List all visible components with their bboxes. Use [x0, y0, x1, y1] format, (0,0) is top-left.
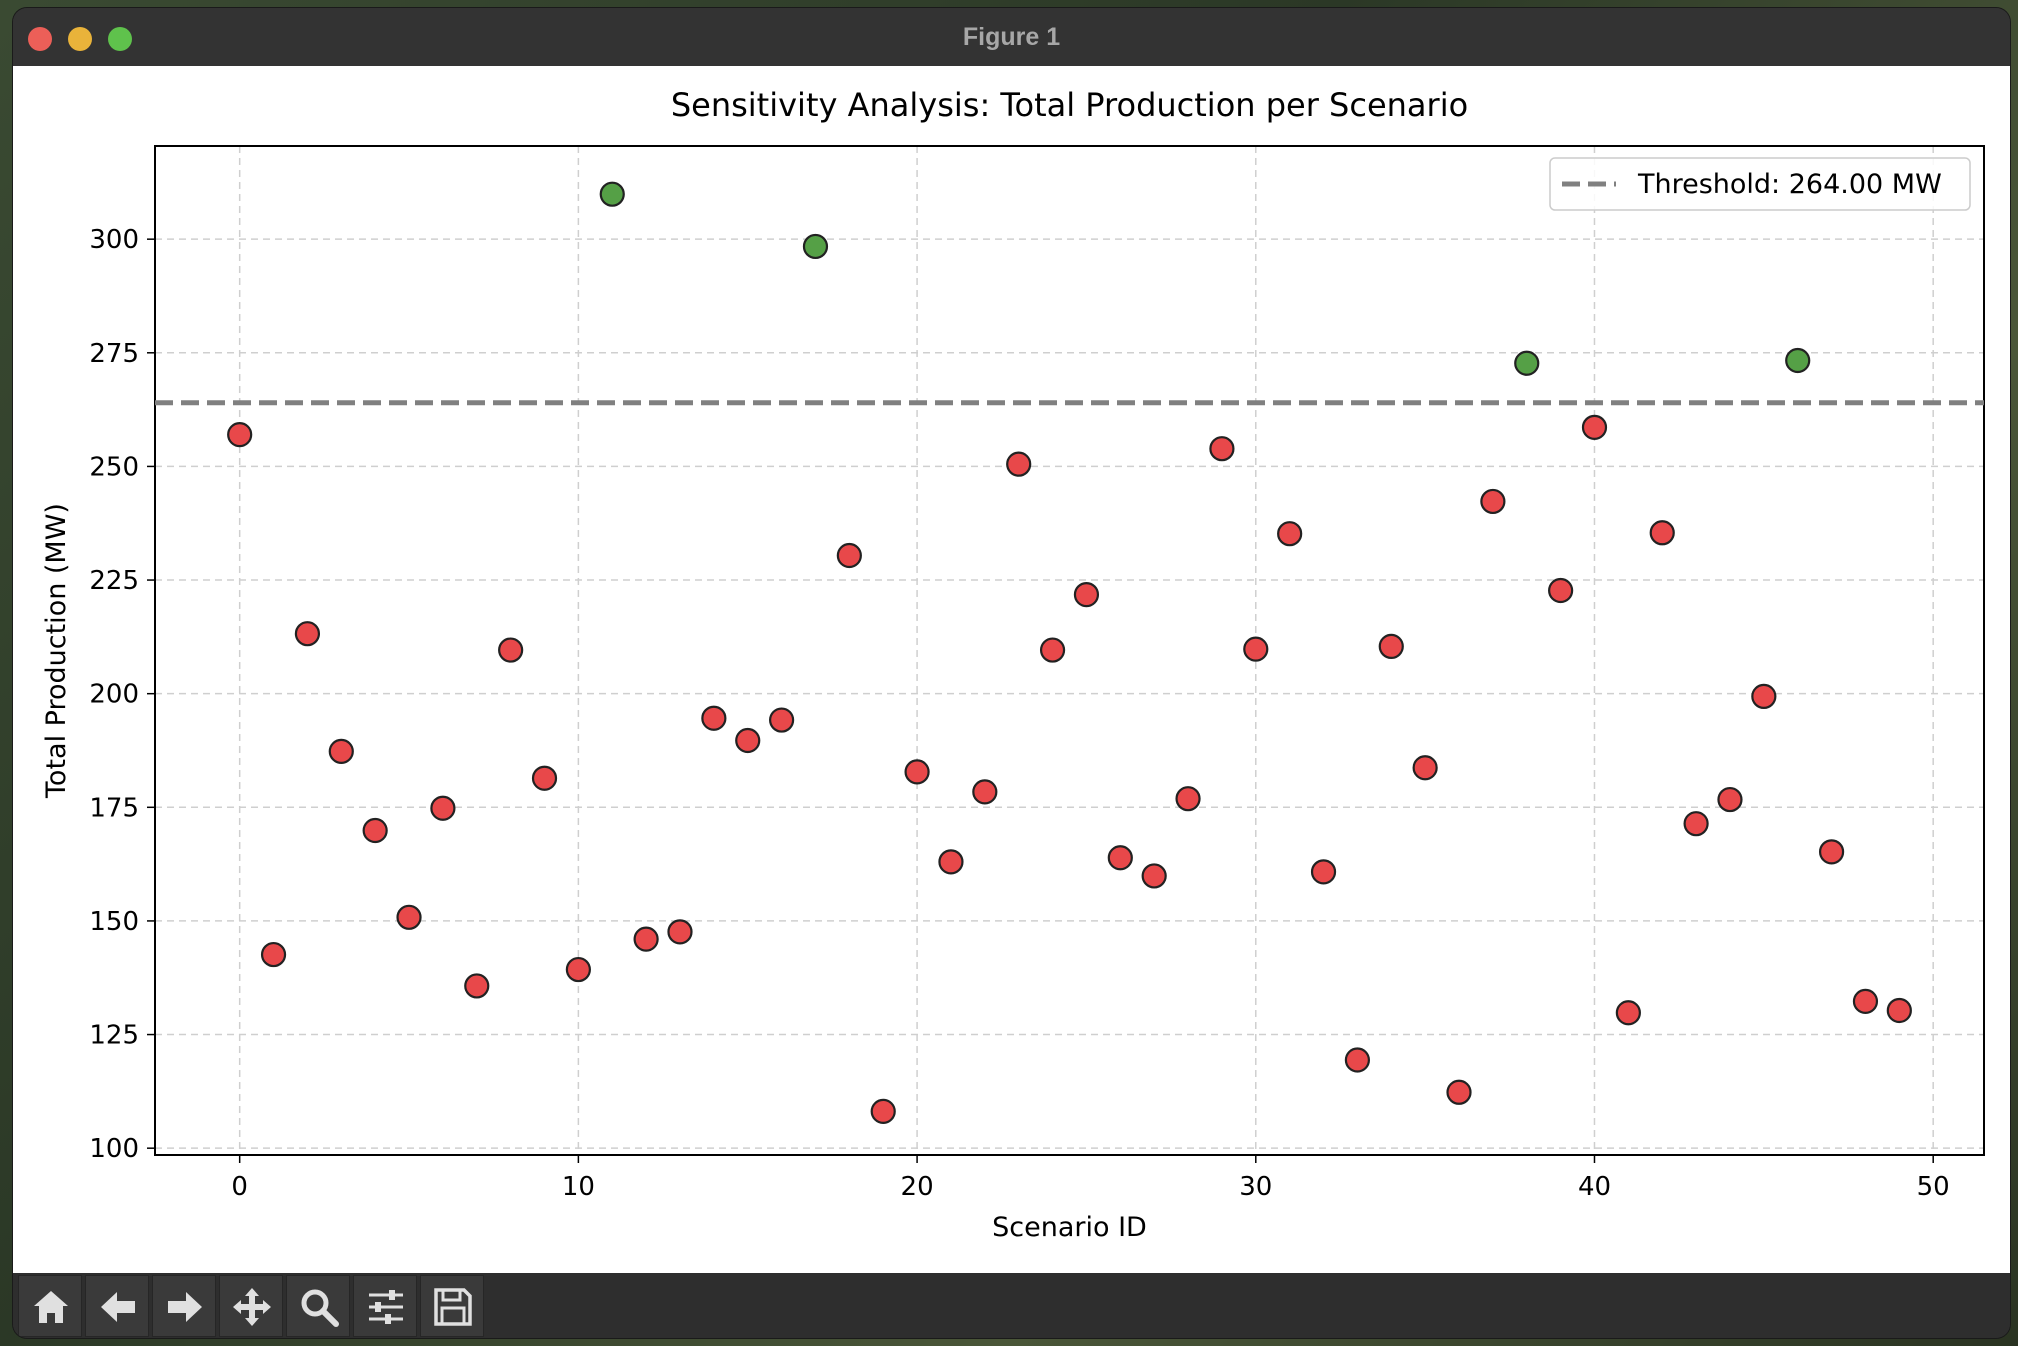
navigation-toolbar [13, 1273, 2010, 1338]
title-bar: Figure 1 [13, 8, 2010, 67]
data-point [1141, 863, 1167, 889]
data-point [1717, 786, 1743, 813]
x-tick-label: 50 [1917, 1172, 1950, 1202]
data-point [701, 705, 727, 731]
data-point [667, 919, 693, 945]
x-tick-label: 0 [231, 1172, 248, 1202]
save-icon [434, 1288, 472, 1326]
data-point [498, 637, 524, 663]
data-point [464, 973, 490, 999]
back-arrow-icon [101, 1292, 135, 1322]
data-point [1649, 520, 1675, 546]
configure-subplots-button[interactable] [353, 1275, 417, 1337]
y-tick-label: 100 [89, 1134, 139, 1164]
data-point [1886, 997, 1912, 1024]
data-point [1243, 636, 1269, 662]
data-point [396, 904, 422, 930]
y-tick-label: 300 [89, 225, 139, 255]
data-point [938, 849, 964, 875]
save-button[interactable] [420, 1275, 484, 1337]
data-point [1344, 1047, 1370, 1073]
data-point [1751, 683, 1777, 710]
axis-ticks: 0 10 20 30 40 50 100 125 150 175 200 225 250 275 300 [89, 225, 1949, 1202]
y-tick-label: 275 [89, 339, 139, 369]
x-tick-label: 30 [1239, 1172, 1272, 1202]
figure-canvas[interactable]: 0 10 20 30 40 50 100 125 150 175 200 225 250 275 300 S… [13, 66, 2010, 1273]
grid-lines [155, 146, 1984, 1155]
minimize-window-button[interactable] [68, 27, 92, 51]
data-point [260, 941, 287, 968]
data-point [1412, 755, 1438, 781]
data-point [1785, 347, 1811, 374]
data-point [1852, 988, 1879, 1014]
data-point [904, 759, 930, 785]
data-point [1548, 577, 1574, 604]
legend-box [1549, 157, 1971, 211]
zoom-icon [301, 1289, 339, 1327]
forward-arrow-icon [168, 1292, 202, 1322]
data-point [430, 795, 456, 821]
configure-subplots-icon [369, 1290, 403, 1324]
data-point [1310, 859, 1337, 885]
y-axis-label: Total Production (MW) [41, 503, 72, 799]
data-point [1446, 1079, 1472, 1105]
data-points [227, 181, 1912, 1124]
close-window-button[interactable] [28, 27, 52, 51]
y-tick-label: 175 [89, 793, 139, 823]
home-icon [34, 1291, 68, 1323]
data-point [633, 926, 659, 952]
data-point [1107, 845, 1133, 871]
x-tick-label: 20 [901, 1172, 934, 1202]
data-point [1480, 488, 1506, 515]
zoom-window-button[interactable] [108, 27, 132, 51]
window-title: Figure 1 [962, 23, 1061, 51]
legend-threshold-label: Threshold: 264.00 MW [1637, 169, 1942, 200]
data-point [1039, 637, 1066, 663]
data-point [328, 738, 354, 765]
data-point [565, 956, 591, 983]
data-point [227, 422, 253, 448]
data-point [972, 779, 998, 805]
data-point [1073, 581, 1100, 608]
x-tick-label: 40 [1578, 1172, 1611, 1202]
data-point [1209, 436, 1235, 462]
back-button[interactable] [85, 1275, 149, 1337]
scatter-chart[interactable]: 0 10 20 30 40 50 100 125 150 175 200 225 250 275 300 S… [13, 66, 2010, 1273]
x-tick-label: 10 [562, 1172, 595, 1202]
y-tick-label: 150 [89, 907, 139, 937]
home-button[interactable] [18, 1275, 82, 1337]
y-tick-label: 200 [89, 680, 139, 710]
figure-window: Figure 1 0 10 20 30 40 50 100 125 150 175 200 225 25… [13, 8, 2010, 1338]
data-point [769, 707, 795, 733]
forward-button[interactable] [152, 1275, 216, 1337]
data-point [1175, 786, 1201, 812]
data-point [1006, 451, 1032, 477]
pan-move-icon [233, 1288, 271, 1326]
data-point [1581, 414, 1608, 440]
x-axis-label: Scenario ID [992, 1212, 1147, 1243]
axes-frame [154, 145, 1985, 1156]
data-point [1818, 839, 1845, 865]
data-point [836, 542, 862, 569]
y-tick-label: 225 [89, 566, 139, 596]
data-point [802, 233, 829, 260]
y-tick-label: 250 [89, 452, 139, 482]
y-tick-label: 125 [89, 1021, 139, 1051]
data-point [1683, 811, 1709, 837]
data-point [1277, 521, 1303, 547]
legend: Threshold: 264.00 MW [1549, 157, 1971, 211]
zoom-button[interactable] [286, 1275, 350, 1337]
data-point [1378, 633, 1404, 660]
pan-button[interactable] [219, 1275, 283, 1337]
data-point [1514, 350, 1540, 376]
data-point [362, 817, 388, 844]
data-point [1615, 1000, 1641, 1026]
data-point [294, 621, 321, 647]
data-point [599, 181, 625, 207]
data-point [870, 1098, 896, 1124]
data-point [531, 765, 558, 791]
chart-title: Sensitivity Analysis: Total Production p… [671, 86, 1468, 124]
data-point [735, 727, 761, 754]
